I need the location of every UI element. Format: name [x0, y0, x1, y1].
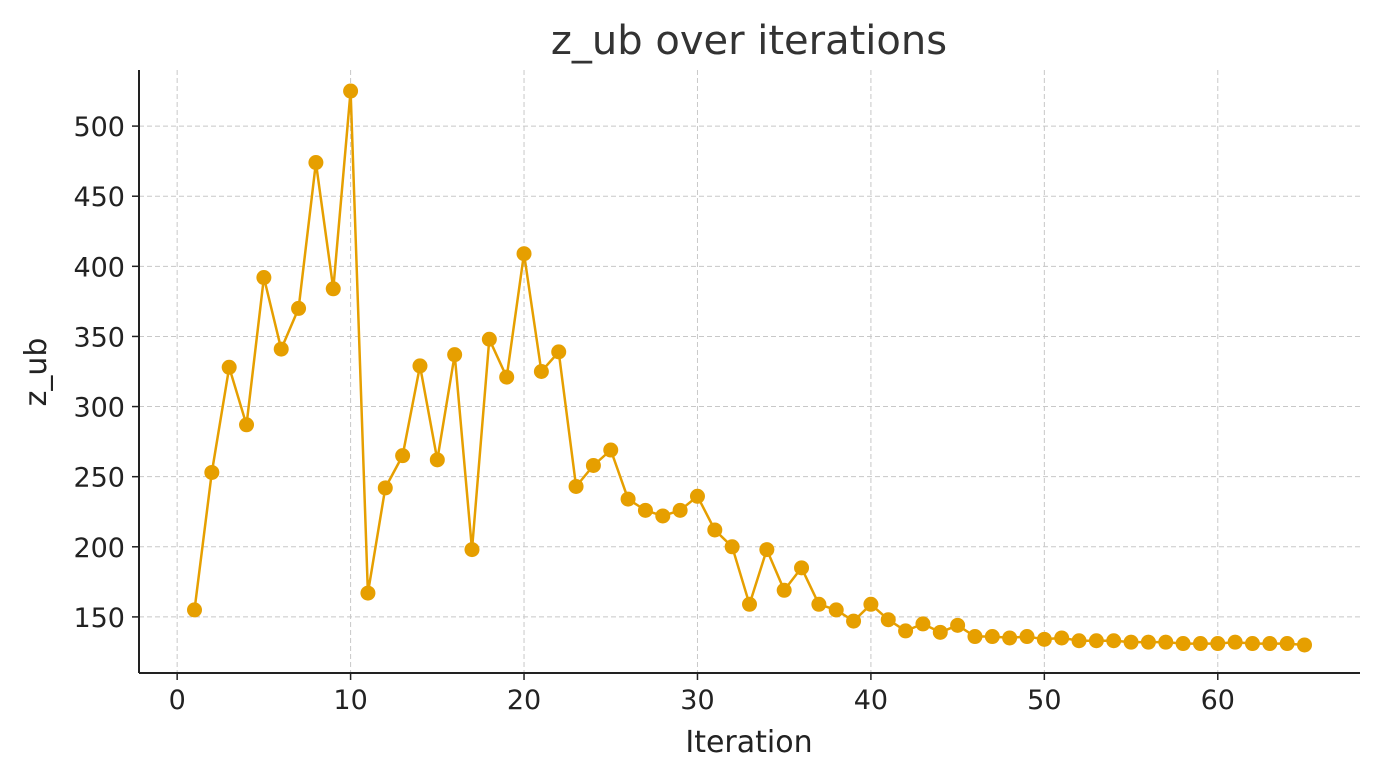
- data-point: [308, 155, 324, 171]
- y-axis-label: z_ub: [19, 338, 54, 407]
- x-axis-label: Iteration: [685, 725, 812, 760]
- data-point: [776, 582, 792, 598]
- data-point: [343, 83, 359, 99]
- data-point: [568, 478, 584, 494]
- data-point: [464, 542, 480, 558]
- y-tick-label: 300: [73, 393, 125, 424]
- data-point: [533, 364, 549, 379]
- ticks: 0 10 20 30 40 50 60 150 200 250 300 350 400 450 500: [73, 112, 1235, 716]
- data-point: [551, 344, 567, 360]
- data-point: [1019, 629, 1035, 645]
- data-point: [585, 457, 601, 473]
- data-point: [689, 488, 705, 504]
- data-point: [1297, 637, 1312, 653]
- y-tick-label: 350: [73, 322, 125, 353]
- y-tick-label: 500: [73, 112, 125, 143]
- data-point: [1175, 636, 1191, 652]
- data-point: [1210, 636, 1226, 652]
- data-point: [291, 300, 307, 316]
- data-point: [950, 617, 966, 633]
- data-point: [1262, 636, 1278, 652]
- y-tick-label: 200: [73, 533, 125, 564]
- data-point: [1244, 636, 1260, 652]
- data-point: [412, 358, 428, 374]
- data-point: [204, 464, 220, 480]
- data-point: [967, 629, 983, 645]
- x-tick-label: 30: [680, 685, 714, 716]
- data-point: [325, 281, 341, 297]
- data-point: [915, 616, 931, 632]
- data-point: [1106, 633, 1122, 649]
- series-line: [193, 89, 1305, 647]
- data-point: [655, 508, 671, 524]
- data-point: [863, 596, 879, 612]
- data-point: [846, 613, 862, 629]
- data-point: [516, 246, 532, 262]
- x-tick-label: 0: [169, 685, 186, 716]
- y-tick-label: 450: [73, 182, 125, 213]
- data-point: [447, 347, 463, 363]
- data-point: [273, 341, 289, 357]
- data-point: [1279, 636, 1295, 652]
- data-point: [1054, 630, 1070, 646]
- data-point: [499, 369, 515, 385]
- data-point: [898, 623, 914, 639]
- axes: [138, 70, 1360, 674]
- data-point: [1071, 633, 1087, 649]
- data-point: [637, 502, 653, 518]
- data-point: [794, 560, 810, 576]
- data-point: [880, 612, 896, 628]
- x-tick-label: 50: [1027, 685, 1061, 716]
- data-point: [724, 539, 740, 555]
- data-point: [1140, 634, 1156, 650]
- data-point: [1192, 636, 1208, 652]
- data-point: [742, 596, 757, 612]
- data-point: [481, 331, 497, 347]
- data-point: [377, 480, 393, 496]
- data-point: [1227, 634, 1243, 650]
- x-tick-label: 20: [507, 685, 541, 716]
- data-point: [1158, 634, 1174, 650]
- x-tick-label: 10: [333, 685, 367, 716]
- data-point: [239, 417, 255, 433]
- data-point: [672, 502, 688, 518]
- data-point: [811, 596, 827, 612]
- data-point: [603, 442, 619, 458]
- data-point: [187, 602, 202, 618]
- data-point: [221, 359, 237, 375]
- data-point: [620, 491, 636, 507]
- data-point: [395, 448, 411, 464]
- y-tick-label: 250: [73, 463, 125, 494]
- x-tick-label: 40: [854, 685, 888, 716]
- data-point: [828, 602, 844, 618]
- x-tick-label: 60: [1201, 685, 1235, 716]
- data-point: [1036, 631, 1052, 647]
- y-tick-label: 150: [73, 603, 125, 634]
- data-point: [256, 270, 272, 286]
- data-point: [1002, 630, 1018, 646]
- chart-title: z_ub over iterations: [551, 18, 947, 64]
- y-tick-label: 400: [73, 252, 125, 283]
- data-point: [360, 585, 376, 601]
- series: [187, 83, 1312, 653]
- data-point: [707, 522, 723, 538]
- data-point: [1088, 633, 1104, 649]
- data-point: [1123, 634, 1139, 650]
- data-point: [984, 629, 1000, 645]
- data-point: [759, 542, 775, 558]
- data-point: [429, 452, 445, 468]
- data-point: [932, 624, 948, 640]
